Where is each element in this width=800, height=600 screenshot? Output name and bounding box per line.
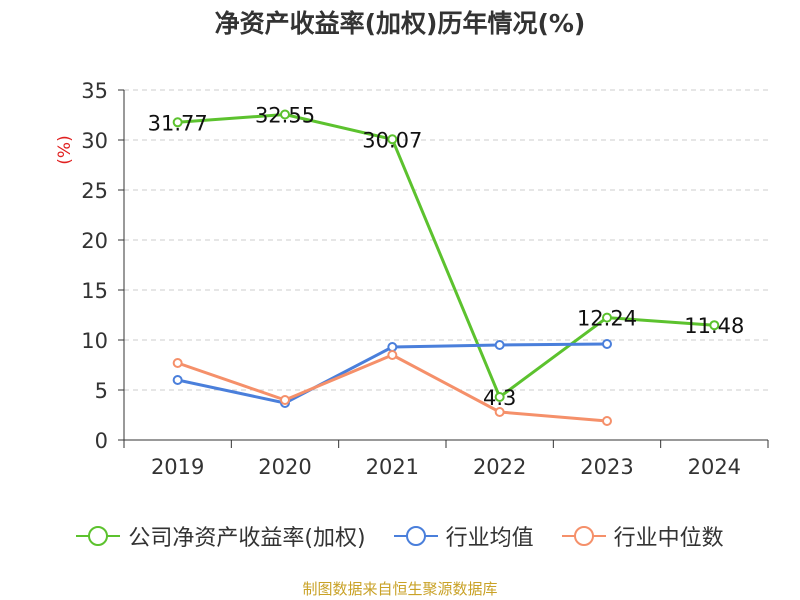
legend-swatch-industry-mean [393,526,438,546]
legend-item-industry-median[interactable]: 行业中位数 [561,520,724,552]
data-point-s2-2023 [602,416,612,426]
legend-item-company-roe[interactable]: 公司净资产收益率(加权) [76,520,366,552]
data-point-s0-2020 [280,109,290,120]
data-label-2024: 11.48 [684,314,744,338]
data-point-s0-2021 [387,134,398,145]
data-point-s1-2021 [387,342,398,352]
y-tick-label-5: 5 [95,379,108,403]
legend-swatch-company-roe [76,526,121,546]
y-tick-label-0: 0 [95,429,108,453]
x-tick-label-2022: 2022 [473,455,526,479]
legend-label-company-roe: 公司净资产收益率(加权) [128,526,366,551]
series-layer [172,109,720,426]
label-layer: 31.77 32.55 30.07 4.3 12.24 11.48 [148,104,745,411]
data-label-2020: 32.55 [255,104,315,128]
y-axis-label: (%) [55,135,75,164]
data-point-s1-2022 [494,340,505,350]
data-label-2019: 31.77 [148,111,208,135]
data-point-s1-2019 [172,375,183,385]
data-point-s0-2024 [709,320,720,331]
x-tick-label-2019: 2019 [151,455,204,479]
chart-title: 净资产收益率(加权)历年情况(%) [214,9,586,38]
y-tick-label-10: 10 [81,329,108,353]
data-point-s1-2023 [602,339,612,349]
x-tick-label-2021: 2021 [366,455,419,479]
y-tick-label-15: 15 [81,279,108,303]
data-label-2022: 4.3 [483,386,516,410]
legend-swatch-industry-median [561,526,606,546]
y-tick-label-30: 30 [81,129,108,153]
data-label-2023: 12.24 [577,307,637,331]
data-point-s2-2021 [387,350,398,360]
legend-label-industry-mean: 行业均值 [445,526,534,551]
x-tick-label-2024: 2024 [688,455,741,479]
data-point-s0-2023 [602,312,612,323]
data-point-s2-2020 [280,395,290,405]
data-point-s2-2019 [172,358,183,368]
y-tick-label-25: 25 [81,179,108,203]
legend-item-industry-mean[interactable]: 行业均值 [393,520,534,552]
x-tick-label-2023: 2023 [580,455,633,479]
legend-label-industry-median: 行业中位数 [613,526,724,551]
data-point-s2-2022 [494,407,505,417]
x-tick-label-2020: 2020 [258,455,311,479]
data-point-s0-2022 [494,392,505,402]
source-note: 制图数据来自恒生聚源数据库 [302,580,498,598]
y-tick-label-35: 35 [81,79,108,103]
legend: 公司净资产收益率(加权) 行业均值 行业中位数 [0,518,800,554]
y-tick-label-20: 20 [81,229,108,253]
data-point-s0-2019 [172,117,183,128]
series-line-0 [177,113,715,399]
axis-layer: 0 5 10 15 20 25 30 35 2019 2020 2021 2022 2023 2024 (%… [55,79,769,479]
data-label-2021: 30.07 [362,128,422,152]
